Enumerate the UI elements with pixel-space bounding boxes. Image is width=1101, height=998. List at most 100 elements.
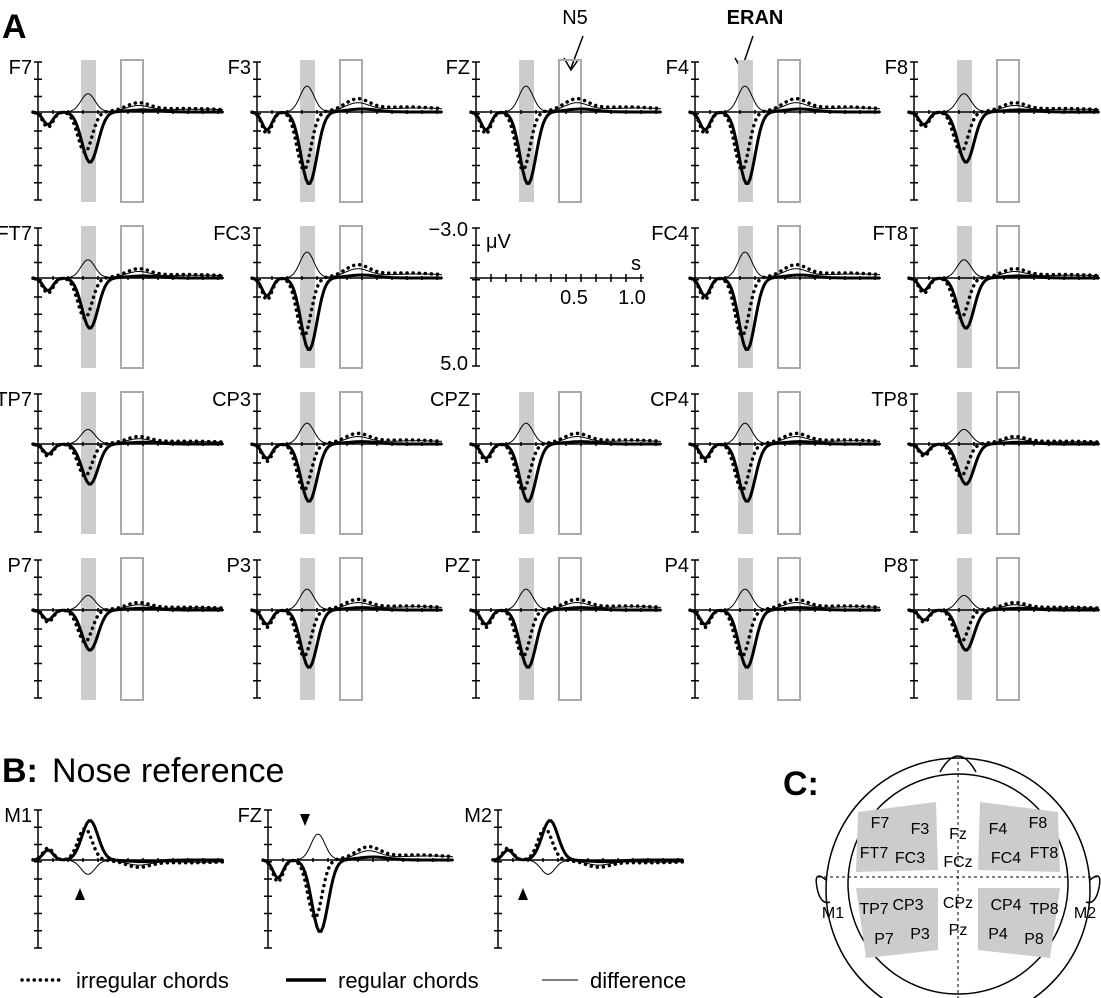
electrode-label: FC3 (213, 223, 251, 245)
regular-wave (908, 606, 1099, 652)
regular-wave (32, 440, 223, 486)
ear (815, 875, 831, 904)
nose (939, 755, 977, 773)
annotation: ERAN (727, 7, 784, 29)
regular-wave (908, 274, 1099, 330)
regular-wave (251, 273, 442, 351)
electrode-label: F3 (228, 57, 251, 79)
electrode-label: PZ (444, 555, 470, 577)
electrode-label: TP8 (871, 389, 908, 411)
irregular-wave (688, 262, 882, 339)
electrode-label: M2 (464, 805, 492, 827)
regular-wave (908, 440, 1099, 486)
electrode-label: FT7 (860, 845, 889, 862)
irregular-wave (31, 266, 225, 321)
electrode-label: F7 (9, 57, 32, 79)
n5-window (339, 225, 363, 369)
regular-wave (262, 855, 453, 933)
regular-wave (908, 108, 1099, 164)
n5-window (558, 59, 582, 203)
electrode-label: M1 (822, 905, 844, 922)
electrode-label: FZ (238, 805, 262, 827)
scale-label: μV (486, 231, 512, 253)
panel-label: A (2, 8, 27, 46)
arrowhead (75, 888, 85, 900)
electrode-label: TP7 (859, 901, 888, 918)
n5-window (558, 557, 582, 701)
n5-window (120, 225, 144, 369)
head-outline (825, 757, 1091, 998)
scale-label: 1.0 (618, 287, 646, 309)
regular-wave (689, 440, 880, 503)
n5-window (777, 59, 801, 203)
electrode-label: Fz (949, 826, 967, 843)
n5-window (996, 59, 1020, 203)
electrode-label: CP3 (212, 389, 251, 411)
panel-title: Nose reference (52, 752, 284, 790)
region (856, 802, 938, 872)
electrode-label: P4 (665, 555, 689, 577)
electrode-label: F3 (911, 821, 930, 838)
scale-label: 5.0 (440, 353, 468, 375)
eran-window (81, 392, 96, 534)
n5-window (339, 557, 363, 701)
electrode-label: FC4 (991, 850, 1021, 867)
electrode-label: P3 (910, 926, 930, 943)
regular-wave (470, 606, 661, 669)
irregular-wave (688, 96, 882, 173)
electrode-label: FT7 (0, 223, 32, 245)
regular-wave (251, 107, 442, 185)
n5-window (996, 225, 1020, 369)
n5-window (996, 557, 1020, 701)
regular-wave (32, 274, 223, 330)
electrode-label: Pz (949, 922, 968, 939)
electrode-label: CPZ (430, 389, 470, 411)
n5-window (777, 391, 801, 535)
n5-window (120, 59, 144, 203)
panel-label: C: (783, 765, 819, 803)
irregular-wave (250, 96, 444, 173)
regular-wave (689, 606, 880, 669)
regular-wave (492, 819, 683, 864)
n5-window (339, 59, 363, 203)
regular-wave (32, 819, 223, 864)
electrode-label: M2 (1074, 905, 1096, 922)
electrode-label: F4 (666, 57, 689, 79)
panel-label: B: (2, 752, 38, 790)
regular-wave (32, 108, 223, 164)
n5-window (339, 391, 363, 535)
regular-wave (251, 606, 442, 669)
electrode-label: CPz (943, 895, 973, 912)
irregular-wave (907, 266, 1101, 321)
irregular-wave (250, 262, 444, 339)
irregular-wave (469, 96, 663, 173)
regular-wave (32, 606, 223, 652)
electrode-label: FC3 (895, 850, 925, 867)
electrode-label: FT8 (1030, 845, 1059, 862)
eran-window (300, 558, 315, 700)
legend-label: difference (590, 968, 686, 993)
electrode-label: P8 (1024, 931, 1044, 948)
region (856, 888, 938, 958)
n5-window (558, 391, 582, 535)
n5-window (777, 225, 801, 369)
electrode-label: TP7 (0, 389, 32, 411)
electrode-label: FT8 (872, 223, 908, 245)
region (978, 802, 1060, 872)
electrode-label: P4 (988, 926, 1008, 943)
regular-wave (251, 440, 442, 503)
irregular-wave (907, 100, 1101, 155)
eran-window (519, 558, 534, 700)
head-map (815, 755, 1101, 998)
electrode-label: FC4 (651, 223, 689, 245)
eran-window (738, 558, 753, 700)
n5-window (777, 557, 801, 701)
regular-wave (689, 273, 880, 351)
regular-wave (689, 107, 880, 185)
electrode-label: F7 (871, 815, 890, 832)
n5-window (120, 557, 144, 701)
eran-window (738, 392, 753, 534)
electrode-label: F8 (1029, 815, 1048, 832)
electrode-label: CP4 (990, 897, 1021, 914)
